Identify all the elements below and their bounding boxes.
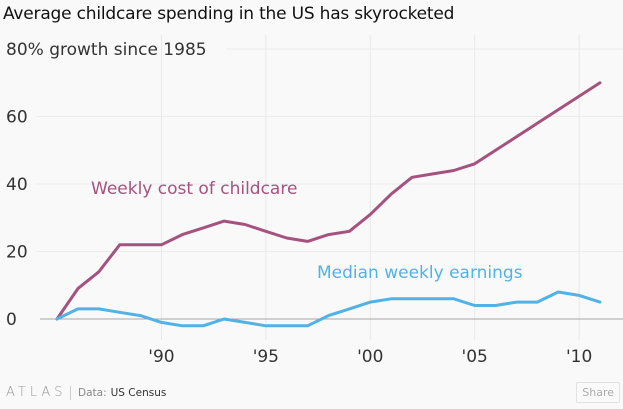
x-tick-label: '90 (148, 347, 174, 367)
footer-divider (70, 386, 71, 400)
series-line-median-earnings (55, 290, 602, 328)
line-chart: '90 '95 '00 '05 '10 0 20 40 60 80% growth since 1… (6, 35, 623, 367)
source-label: Data: (78, 387, 107, 399)
y-tick-label: 60 (6, 108, 28, 128)
data-source: Data: US Census (78, 387, 166, 399)
footer: ATLAS Data: US Census Share (0, 377, 623, 409)
x-tick-label: '95 (253, 347, 279, 367)
series-label-earnings: Median weekly earnings (317, 263, 523, 283)
series-label-childcare: Weekly cost of childcare (91, 179, 297, 199)
series-line-childcare-cost (55, 81, 602, 321)
share-button[interactable]: Share (576, 382, 620, 403)
series-lines (55, 81, 602, 328)
x-tick-label: '10 (566, 347, 592, 367)
x-tick-label: '05 (462, 347, 488, 367)
atlas-logo[interactable]: ATLAS (6, 385, 67, 400)
chart-title: Average childcare spending in the US has… (3, 4, 455, 24)
y-tick-label: 40 (6, 175, 28, 195)
x-tick-label: '00 (357, 347, 383, 367)
y-tick-label: 80% growth since 1985 (6, 40, 207, 60)
gridlines (36, 35, 623, 340)
y-tick-label: 20 (6, 243, 28, 263)
source-value: US Census (110, 387, 167, 399)
y-tick-label: 0 (6, 310, 17, 330)
axes: '90 '95 '00 '05 '10 0 20 40 60 80% growth since 1… (6, 40, 592, 367)
